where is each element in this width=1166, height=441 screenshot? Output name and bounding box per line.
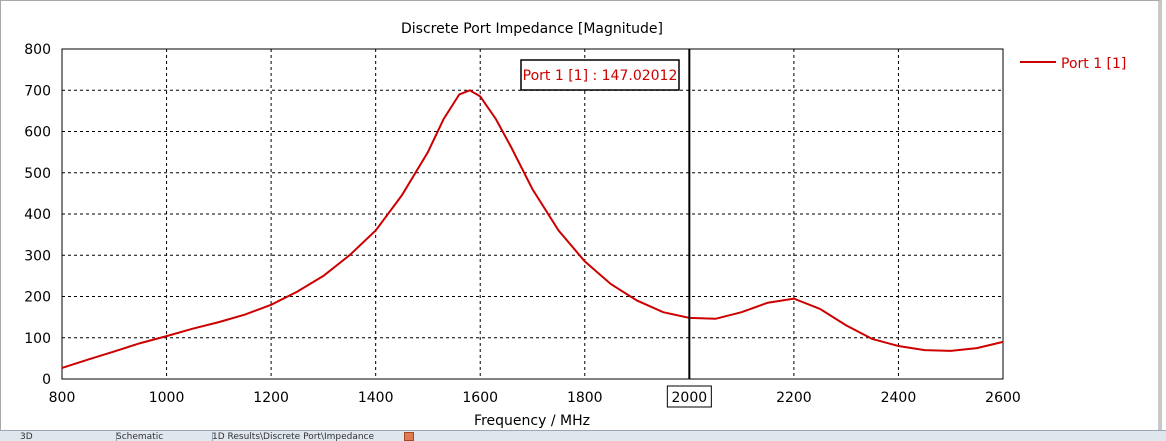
x-tick-label: 1000 <box>149 390 185 406</box>
x-tick-label: 1200 <box>253 390 289 406</box>
document-tab-bar: 3D Schematic 1D Results\Discrete Port\Im… <box>0 430 1166 441</box>
x-axis: 800 1000 1200 1400 1600 1800 2200 2400 2600 <box>49 390 1021 406</box>
y-axis: 0 100 200 300 400 500 600 700 800 <box>24 42 51 388</box>
marker-readout-text: Port 1 [1] : 147.02012 <box>523 68 678 84</box>
marker-x-label-text: 2000 <box>672 390 708 406</box>
chart-window <box>0 0 1162 430</box>
legend: Port 1 [1] <box>1020 56 1126 72</box>
y-tick-label: 700 <box>24 83 51 99</box>
x-tick-label: 2600 <box>985 390 1021 406</box>
series-line-port-1 <box>61 89 1004 369</box>
plot-area-border <box>61 48 1004 380</box>
chart-title: Discrete Port Impedance [Magnitude] <box>401 21 663 37</box>
marker-x-label: 2000 <box>666 385 712 408</box>
x-tick-label: 1600 <box>462 390 498 406</box>
y-tick-label: 0 <box>42 372 51 388</box>
x-tick-label: 2200 <box>776 390 812 406</box>
y-tick-label: 400 <box>24 207 51 223</box>
y-tick-label: 800 <box>24 42 51 58</box>
y-tick-label: 500 <box>24 166 51 182</box>
y-tick-label: 100 <box>24 331 51 347</box>
tab-3d[interactable]: 3D <box>14 432 117 441</box>
x-tick-label: 800 <box>49 390 76 406</box>
y-tick-label: 300 <box>24 248 51 264</box>
grid <box>62 49 1003 379</box>
tab-schematic[interactable]: Schematic <box>110 432 213 441</box>
legend-label-port-1: Port 1 [1] <box>1061 56 1126 72</box>
y-tick-label: 200 <box>24 290 51 306</box>
x-tick-label: 1400 <box>358 390 394 406</box>
x-axis-label: Frequency / MHz <box>474 413 590 429</box>
x-tick-label: 1800 <box>567 390 603 406</box>
x-tick-label: 2400 <box>881 390 917 406</box>
y-tick-label: 600 <box>24 125 51 141</box>
marker-readout[interactable]: Port 1 [1] : 147.02012 <box>520 59 680 91</box>
